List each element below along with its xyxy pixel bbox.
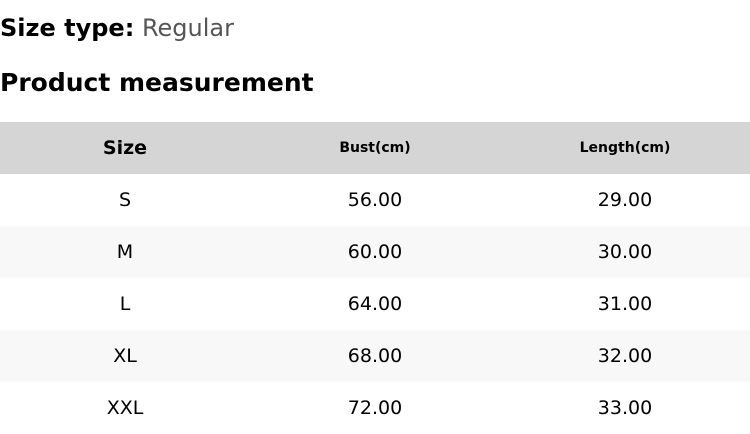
table-header-row: Size Bust(cm) Length(cm)	[0, 122, 750, 174]
cell-bust: 64.00	[347, 293, 403, 315]
cell-length: 31.00	[597, 293, 653, 315]
size-type-label: Size type:	[0, 14, 135, 42]
header-bust: Bust(cm)	[339, 140, 411, 156]
header-length: Length(cm)	[579, 140, 671, 156]
cell-size: S	[118, 189, 132, 211]
cell-bust: 72.00	[347, 397, 403, 419]
cell-length: 29.00	[597, 189, 653, 211]
cell-size: L	[119, 293, 131, 315]
cell-length: 30.00	[597, 241, 653, 263]
cell-bust: 60.00	[347, 241, 403, 263]
cell-bust: 68.00	[347, 345, 403, 367]
cell-bust: 56.00	[347, 189, 403, 211]
cell-length: 32.00	[597, 345, 653, 367]
table-row: L 64.00 31.00	[0, 278, 750, 330]
cell-size: XL	[113, 345, 137, 367]
table-row: S 56.00 29.00	[0, 174, 750, 226]
section-title: Product measurement	[0, 68, 314, 97]
header-size: Size	[102, 137, 148, 159]
cell-size: M	[116, 241, 134, 263]
size-type: Size type: Regular	[0, 12, 234, 44]
cell-length: 33.00	[597, 397, 653, 419]
table-row: XXL 72.00 33.00	[0, 382, 750, 434]
cell-size: XXL	[106, 397, 144, 419]
table-row: XL 68.00 32.00	[0, 330, 750, 382]
measurement-table: Size Bust(cm) Length(cm) S 56.00 29.00 M 60.…	[0, 122, 750, 434]
size-type-value: Regular	[141, 14, 234, 42]
table-row: M 60.00 30.00	[0, 226, 750, 278]
